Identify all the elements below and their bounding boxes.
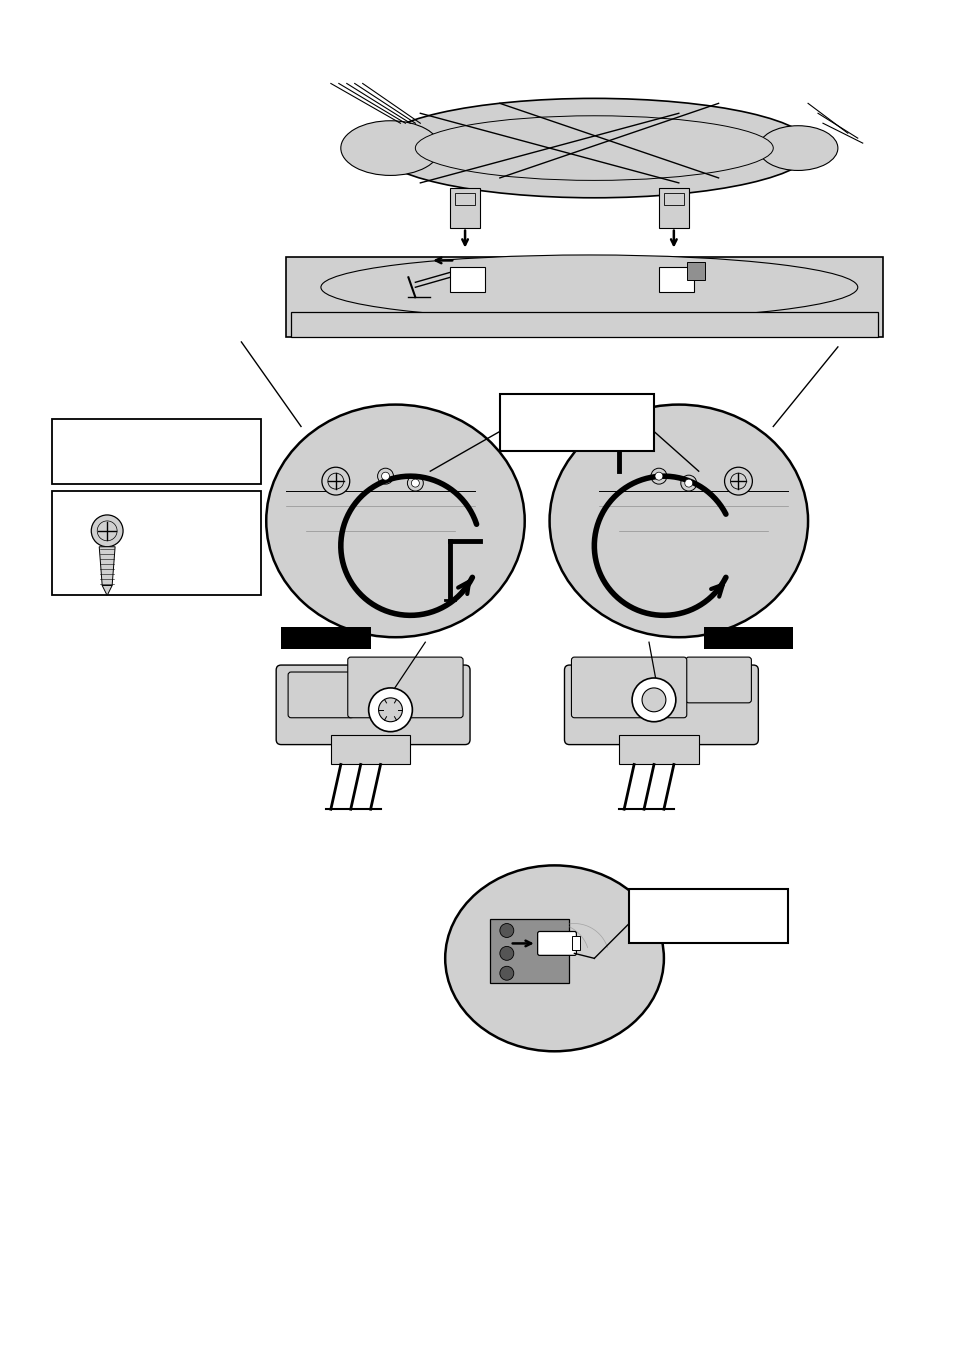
FancyBboxPatch shape bbox=[628, 888, 787, 944]
Ellipse shape bbox=[445, 865, 663, 1052]
FancyBboxPatch shape bbox=[686, 262, 704, 281]
FancyBboxPatch shape bbox=[286, 258, 882, 338]
Circle shape bbox=[368, 688, 412, 732]
Circle shape bbox=[328, 474, 343, 489]
Ellipse shape bbox=[320, 255, 857, 320]
FancyBboxPatch shape bbox=[52, 420, 261, 485]
Circle shape bbox=[499, 946, 514, 960]
Circle shape bbox=[655, 472, 662, 481]
Circle shape bbox=[377, 468, 393, 485]
Polygon shape bbox=[99, 547, 115, 586]
Bar bbox=[703, 628, 792, 649]
Circle shape bbox=[91, 514, 123, 547]
FancyBboxPatch shape bbox=[659, 267, 693, 292]
FancyBboxPatch shape bbox=[685, 657, 751, 703]
FancyBboxPatch shape bbox=[572, 937, 579, 950]
FancyBboxPatch shape bbox=[348, 657, 462, 718]
Circle shape bbox=[411, 479, 419, 487]
Circle shape bbox=[650, 468, 666, 485]
FancyBboxPatch shape bbox=[659, 188, 688, 228]
FancyBboxPatch shape bbox=[537, 931, 576, 956]
FancyBboxPatch shape bbox=[291, 312, 877, 338]
Circle shape bbox=[723, 467, 752, 495]
Circle shape bbox=[730, 474, 745, 489]
Polygon shape bbox=[102, 586, 112, 595]
Circle shape bbox=[407, 475, 423, 491]
Circle shape bbox=[684, 479, 692, 487]
Circle shape bbox=[381, 472, 389, 481]
Circle shape bbox=[378, 698, 402, 722]
FancyBboxPatch shape bbox=[490, 918, 569, 983]
FancyBboxPatch shape bbox=[499, 394, 653, 451]
FancyBboxPatch shape bbox=[450, 188, 479, 228]
FancyBboxPatch shape bbox=[450, 267, 484, 292]
Ellipse shape bbox=[549, 405, 807, 637]
Ellipse shape bbox=[266, 405, 524, 637]
FancyBboxPatch shape bbox=[52, 491, 261, 595]
FancyBboxPatch shape bbox=[663, 193, 683, 205]
FancyBboxPatch shape bbox=[618, 734, 698, 764]
Circle shape bbox=[641, 688, 665, 711]
Circle shape bbox=[680, 475, 696, 491]
Ellipse shape bbox=[340, 120, 439, 176]
Bar bbox=[281, 628, 370, 649]
FancyBboxPatch shape bbox=[571, 657, 686, 718]
Circle shape bbox=[97, 521, 117, 541]
Ellipse shape bbox=[415, 116, 773, 181]
FancyBboxPatch shape bbox=[564, 666, 758, 745]
FancyBboxPatch shape bbox=[275, 666, 470, 745]
Circle shape bbox=[321, 467, 350, 495]
Circle shape bbox=[499, 923, 514, 937]
Circle shape bbox=[632, 678, 675, 722]
FancyBboxPatch shape bbox=[331, 734, 410, 764]
FancyBboxPatch shape bbox=[455, 193, 475, 205]
FancyBboxPatch shape bbox=[288, 672, 354, 718]
Ellipse shape bbox=[375, 99, 812, 198]
Ellipse shape bbox=[758, 126, 837, 170]
Circle shape bbox=[499, 967, 514, 980]
